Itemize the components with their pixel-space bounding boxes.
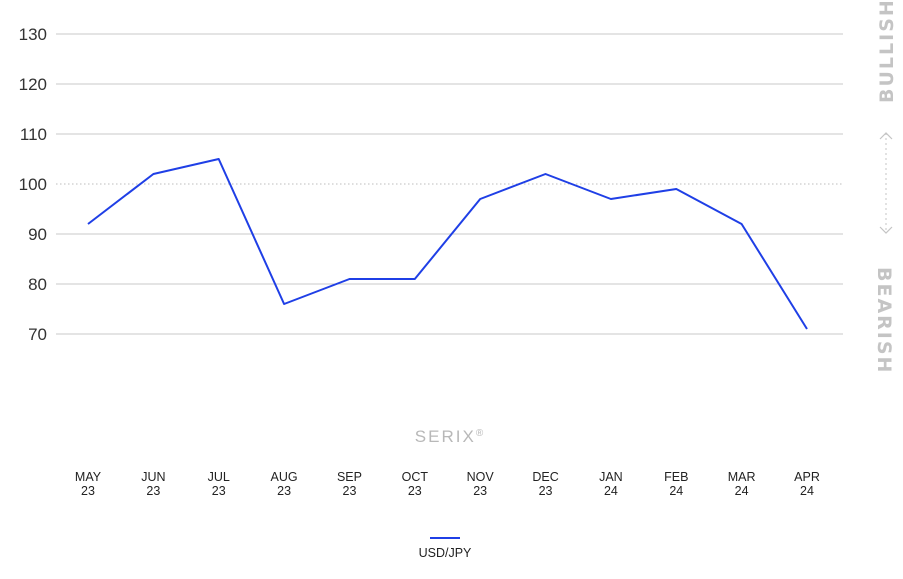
bearish-label: BEARISH [873, 267, 895, 374]
double-arrow-icon [879, 132, 893, 234]
y-tick-label: 80 [28, 275, 47, 294]
x-tick-label: DEC 23 [532, 470, 558, 498]
x-tick-label: NOV 23 [467, 470, 495, 498]
series-lines [87, 158, 808, 330]
x-tick-label: JAN 24 [599, 470, 623, 498]
bullish-label: BULLISH [876, 0, 898, 103]
x-tick-label: SEP 23 [337, 470, 362, 498]
x-tick-label: APR 24 [794, 470, 820, 498]
x-tick-label: JUL 23 [208, 470, 230, 498]
y-tick-label: 120 [19, 75, 47, 94]
x-tick-label: AUG 23 [271, 470, 298, 498]
y-tick-label: 70 [28, 325, 47, 344]
x-axis-ticks: MAY 23 JUN 23 JUL 23 AUG 23 SEP 23 OCT 23 NOV 23 DEC 23… [75, 470, 820, 498]
x-tick-label: OCT 23 [402, 470, 429, 498]
serix-logo: SERIX® [415, 427, 485, 446]
gridlines [56, 33, 843, 335]
y-tick-label: 90 [28, 225, 47, 244]
x-tick-label: MAY 23 [75, 470, 102, 498]
registered-mark: ® [476, 428, 485, 439]
y-tick-label: 100 [19, 175, 47, 194]
y-tick-label: 130 [19, 25, 47, 44]
x-tick-label: FEB 24 [664, 470, 688, 498]
sentiment-indicator: BULLISH BEARISH [873, 0, 898, 374]
legend-label-usd-jpy: USD/JPY [419, 546, 472, 560]
x-tick-label: MAR 24 [728, 470, 756, 498]
brand-name: SERIX [415, 427, 476, 446]
series-line-usd-jpy [87, 158, 808, 330]
x-tick-label: JUN 23 [141, 470, 165, 498]
y-tick-label: 110 [20, 125, 47, 144]
legend: USD/JPY [419, 537, 472, 560]
y-axis-ticks: 70 80 90 100 110 120 130 [19, 25, 47, 344]
